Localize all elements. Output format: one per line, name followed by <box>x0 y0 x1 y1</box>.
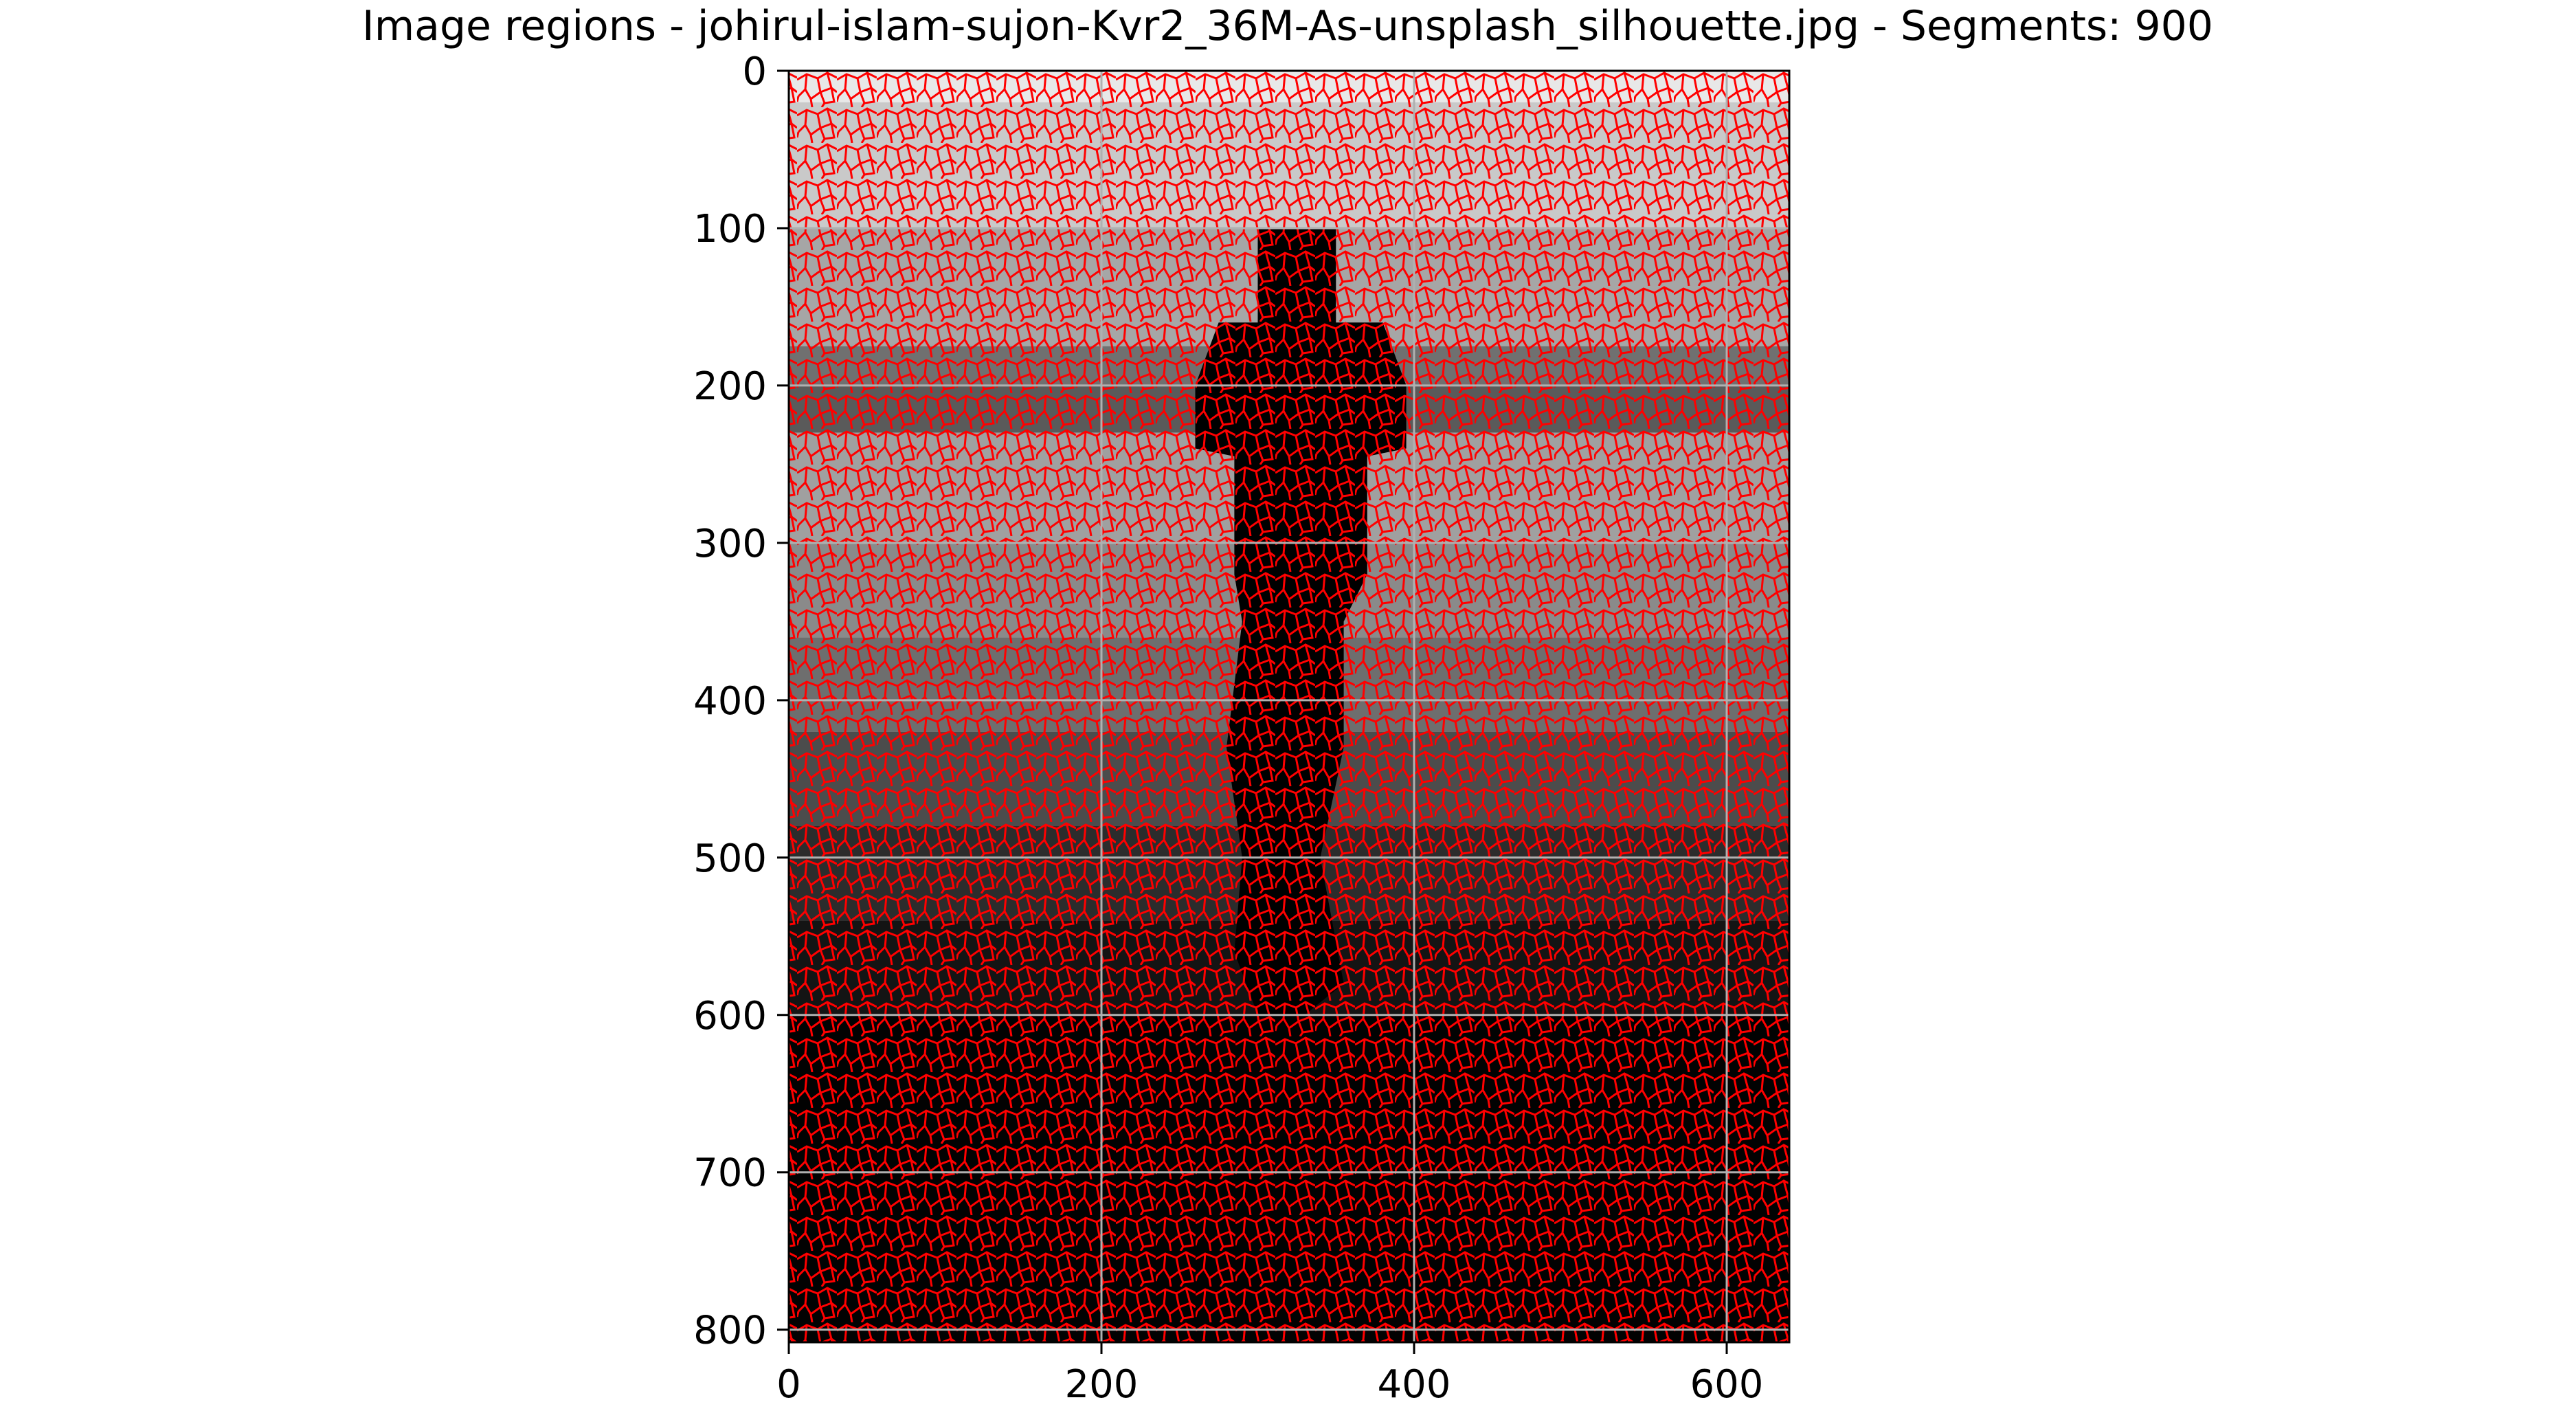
x-tick-label: 400 <box>1378 1362 1451 1407</box>
segmented-image <box>789 71 1789 1342</box>
y-axis: 0 100 200 300 400 500 600 700 800 <box>693 49 789 1353</box>
segment-boundaries <box>789 71 1789 1342</box>
x-tick-label: 600 <box>1690 1362 1764 1407</box>
y-tick-label: 600 <box>693 994 767 1038</box>
axes-frame <box>787 69 1791 1344</box>
y-tick-label: 300 <box>693 522 767 566</box>
y-tick-label: 200 <box>693 364 767 409</box>
y-tick-label: 400 <box>693 679 767 724</box>
chart-title: Image regions - johirul-islam-sujon-Kvr2… <box>362 2 2213 50</box>
x-axis: 0 200 400 600 <box>776 1342 1763 1407</box>
x-tick-label: 0 <box>776 1362 801 1407</box>
y-tick-label: 0 <box>742 49 767 94</box>
y-tick-label: 800 <box>693 1309 767 1353</box>
x-tick-label: 200 <box>1065 1362 1139 1407</box>
y-tick-label: 500 <box>693 836 767 881</box>
plot-area <box>787 69 1791 1344</box>
y-tick-label: 100 <box>693 207 767 252</box>
y-tick-label: 700 <box>693 1151 767 1196</box>
